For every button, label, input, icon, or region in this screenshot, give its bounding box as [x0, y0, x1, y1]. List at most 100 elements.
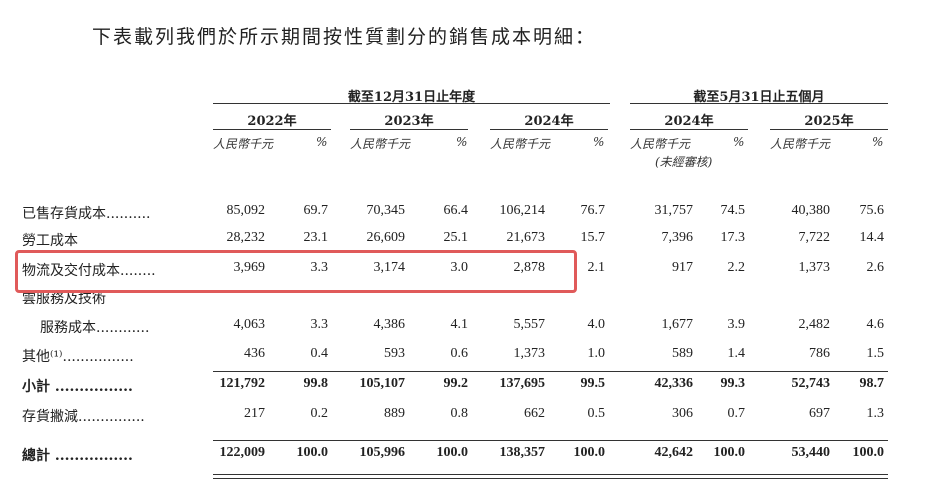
amount-cell: 593	[384, 346, 405, 361]
percent-cell: 75.6	[859, 203, 885, 218]
amount-cell: 137,695	[499, 376, 546, 391]
row-label: 已售存貨成本..........	[22, 206, 151, 222]
unit-amount-label: 人民幣千元	[490, 137, 551, 151]
amount-cell: 106,214	[499, 203, 546, 218]
unit-amount-label: 人民幣千元	[213, 137, 274, 151]
amount-cell: 42,336	[654, 376, 694, 391]
amount-cell: 4,386	[373, 317, 406, 332]
amount-cell: 53,440	[791, 445, 831, 460]
amount-cell: 436	[244, 346, 265, 361]
year-header: 2024年	[524, 114, 574, 129]
amount-cell: 40,380	[791, 203, 831, 218]
row-label: 小計 ................	[22, 379, 133, 395]
amount-cell: 7,722	[798, 230, 831, 245]
total-double-rule-1	[213, 474, 888, 475]
unit-pct-label: %	[733, 135, 745, 149]
unit-pct-label: %	[872, 135, 884, 149]
unit-pct-label: %	[593, 135, 605, 149]
percent-cell: 1.3	[866, 406, 885, 421]
amount-cell: 2,482	[798, 317, 831, 332]
year-rule	[770, 129, 888, 130]
amount-cell: 42,642	[654, 445, 694, 460]
year-rule	[490, 129, 608, 130]
intro-text: 下表載列我們於所示期間按性質劃分的銷售成本明細：	[92, 26, 597, 48]
percent-cell: 3.0	[450, 260, 469, 275]
amount-cell: 917	[672, 260, 693, 275]
percent-cell: 0.4	[310, 346, 329, 361]
percent-cell: 2.1	[587, 260, 606, 275]
percent-cell: 3.3	[310, 260, 329, 275]
row-label: 總計 ................	[22, 448, 133, 464]
m5-group-rule	[630, 103, 888, 104]
percent-cell: 4.6	[866, 317, 885, 332]
row-label: 雲服務及技術	[22, 291, 106, 307]
total-double-rule-2	[213, 478, 888, 479]
amount-cell: 889	[384, 406, 405, 421]
amount-cell: 85,092	[226, 203, 266, 218]
amount-cell: 31,757	[654, 203, 694, 218]
fy-group-header: 截至12月31日止年度	[347, 90, 476, 105]
year-header: 2024年	[664, 114, 714, 129]
amount-cell: 26,609	[366, 230, 406, 245]
subtotal-rule	[213, 371, 888, 372]
percent-cell: 0.7	[727, 406, 746, 421]
amount-cell: 105,996	[359, 445, 406, 460]
unit-pct-label: %	[456, 135, 468, 149]
year-header: 2023年	[384, 114, 434, 129]
year-header: 2025年	[804, 114, 854, 129]
row-label: 勞工成本	[22, 233, 78, 249]
percent-cell: 17.3	[720, 230, 746, 245]
unit-pct-label: %	[316, 135, 328, 149]
amount-cell: 105,107	[359, 376, 406, 391]
amount-cell: 697	[809, 406, 830, 421]
percent-cell: 98.7	[859, 376, 885, 391]
percent-cell: 0.6	[450, 346, 469, 361]
percent-cell: 100.0	[573, 445, 606, 460]
row-label: 存貨撇減...............	[22, 409, 145, 425]
amount-cell: 1,373	[513, 346, 546, 361]
percent-cell: 23.1	[303, 230, 329, 245]
percent-cell: 4.1	[450, 317, 469, 332]
amount-cell: 3,174	[373, 260, 406, 275]
fy-group-rule	[213, 103, 610, 104]
amount-cell: 589	[672, 346, 693, 361]
percent-cell: 3.3	[310, 317, 329, 332]
year-rule	[630, 129, 748, 130]
percent-cell: 99.3	[720, 376, 746, 391]
percent-cell: 0.2	[310, 406, 329, 421]
percent-cell: 99.5	[580, 376, 606, 391]
amount-cell: 122,009	[219, 445, 266, 460]
unaudited-label: (未經審核)	[655, 155, 713, 169]
year-rule	[350, 129, 468, 130]
amount-cell: 662	[524, 406, 545, 421]
amount-cell: 7,396	[661, 230, 694, 245]
year-header: 2022年	[247, 114, 297, 129]
percent-cell: 76.7	[580, 203, 606, 218]
year-rule	[213, 129, 331, 130]
percent-cell: 2.6	[866, 260, 885, 275]
total-top-rule	[213, 440, 888, 441]
percent-cell: 25.1	[443, 230, 469, 245]
percent-cell: 99.2	[443, 376, 469, 391]
row-label: 物流及交付成本........	[22, 263, 156, 279]
percent-cell: 15.7	[580, 230, 606, 245]
percent-cell: 2.2	[727, 260, 746, 275]
percent-cell: 1.4	[727, 346, 746, 361]
percent-cell: 1.0	[587, 346, 606, 361]
highlight-box	[15, 250, 577, 293]
amount-cell: 217	[244, 406, 265, 421]
unit-amount-label: 人民幣千元	[350, 137, 411, 151]
percent-cell: 99.8	[303, 376, 329, 391]
percent-cell: 0.5	[587, 406, 606, 421]
amount-cell: 52,743	[791, 376, 831, 391]
percent-cell: 4.0	[587, 317, 606, 332]
percent-cell: 69.7	[303, 203, 329, 218]
m5-group-header: 截至5月31日止五個月	[693, 90, 825, 105]
percent-cell: 14.4	[859, 230, 885, 245]
amount-cell: 4,063	[233, 317, 266, 332]
amount-cell: 1,677	[661, 317, 694, 332]
percent-cell: 100.0	[296, 445, 329, 460]
amount-cell: 21,673	[506, 230, 546, 245]
percent-cell: 100.0	[713, 445, 746, 460]
